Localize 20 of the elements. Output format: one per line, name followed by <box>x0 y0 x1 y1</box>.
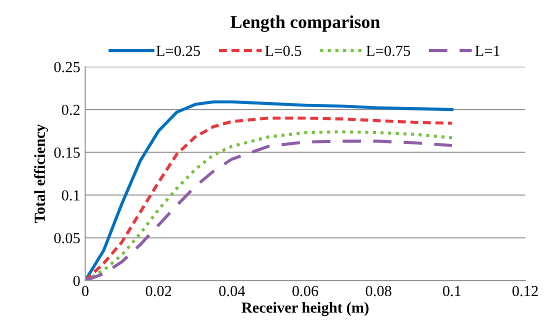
legend-label: L=1 <box>475 46 500 56</box>
y-tick-label: 0.15 <box>54 147 80 158</box>
y-tick-label: 0.25 <box>54 62 80 72</box>
x-tick-label: 0 <box>82 286 88 296</box>
x-tick-label: 0.06 <box>292 286 318 296</box>
legend-label: L=0.75 <box>366 46 410 56</box>
x-axis-title: Receiver height (m) <box>242 302 368 316</box>
y-tick-label: 0.05 <box>54 232 80 244</box>
x-tick-label: 0.12 <box>512 286 538 296</box>
y-axis-title: Total efficiency <box>34 124 48 224</box>
y-tick-label: 0.1 <box>62 190 80 201</box>
x-tick-label: 0.1 <box>442 286 461 296</box>
y-tick-label: 0.2 <box>62 104 80 116</box>
x-tick-label: 0.02 <box>146 286 172 296</box>
chart-title: Length comparison <box>230 15 380 32</box>
x-tick-label: 0.04 <box>219 286 246 296</box>
y-tick-label: 0 <box>73 276 80 286</box>
legend-label: L=0.5 <box>265 46 302 56</box>
legend-label: L=0.25 <box>156 46 200 56</box>
x-tick-label: 0.08 <box>366 286 392 296</box>
